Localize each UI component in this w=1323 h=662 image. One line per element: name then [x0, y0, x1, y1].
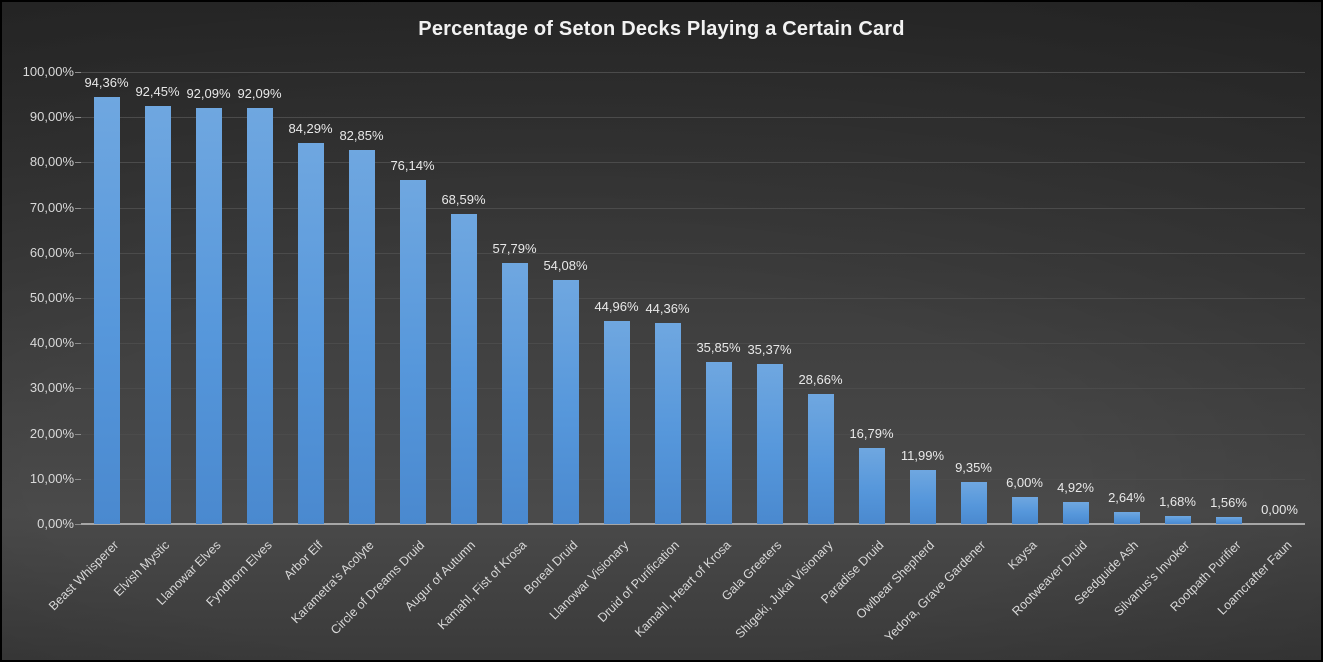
- chart-bar: [399, 179, 426, 524]
- y-axis-tick-mark: [75, 388, 81, 390]
- chart-bar: [654, 323, 681, 524]
- y-gridline: [81, 72, 1305, 73]
- bar-value-label: 4,92%: [1057, 479, 1094, 495]
- chart-bar: [603, 320, 630, 524]
- chart-title: Percentage of Seton Decks Playing a Cert…: [418, 18, 905, 40]
- bar-value-label: 2,64%: [1108, 490, 1145, 506]
- bar-value-label: 82,85%: [339, 127, 384, 143]
- x-axis-category-label: Beast Whisperer: [46, 538, 122, 614]
- y-axis-tick-label: 100,00%: [22, 64, 74, 79]
- x-axis-line: [81, 523, 1305, 525]
- bar-value-label: 1,56%: [1210, 494, 1247, 510]
- chart-bar: [1062, 501, 1089, 524]
- y-axis-tick-label: 90,00%: [29, 109, 74, 125]
- y-gridline: [81, 478, 1305, 480]
- y-axis-tick-label: 50,00%: [29, 290, 74, 305]
- bar-value-label: 35,85%: [696, 339, 741, 355]
- x-axis-category-label: Shigeki, Jukai Visionary: [732, 538, 836, 642]
- x-axis-category-label: Arbor Elf: [281, 538, 326, 583]
- y-axis-tick-label: 30,00%: [29, 380, 74, 396]
- bar-value-label: 35,37%: [747, 342, 792, 358]
- x-axis-category-label: Kamahl, Fist of Krosa: [435, 538, 530, 633]
- bar-value-label: 68,59%: [441, 191, 486, 207]
- chart-bar: [348, 149, 375, 524]
- y-axis-tick-label: 40,00%: [29, 335, 74, 351]
- bar-value-label: 1,68%: [1159, 494, 1196, 510]
- bar-value-label: 44,96%: [594, 298, 639, 314]
- bar-value-label: 92,09%: [186, 85, 231, 101]
- bar-value-label: 44,36%: [645, 301, 690, 317]
- y-gridline: [81, 433, 1305, 435]
- chart-bar: [1011, 496, 1038, 524]
- chart-bar: [1113, 512, 1140, 524]
- y-gridline: [81, 343, 1305, 345]
- x-axis-category-label: Kamahl, Heart of Krosa: [631, 538, 734, 640]
- y-gridline: [81, 388, 1305, 390]
- chart-bar: [144, 106, 171, 524]
- y-axis-tick-mark: [75, 298, 81, 299]
- chart-bar: [909, 469, 936, 524]
- chart-bar: [858, 448, 885, 524]
- x-axis-category-label: Circle of Dreams Druid: [328, 538, 428, 638]
- y-axis-tick-label: 10,00%: [29, 470, 74, 486]
- bar-value-label: 84,29%: [288, 121, 333, 136]
- bar-value-label: 11,99%: [900, 447, 945, 463]
- chart-bar: [195, 107, 222, 524]
- bar-value-label: 0,00%: [1261, 502, 1298, 517]
- bar-value-label: 6,00%: [1006, 474, 1043, 490]
- y-axis-tick-mark: [75, 117, 81, 119]
- y-gridline: [81, 207, 1305, 209]
- chart-bar: [756, 364, 783, 524]
- bar-value-label: 57,79%: [492, 240, 537, 256]
- chart-bar: [960, 481, 987, 524]
- y-axis-tick-label: 70,00%: [29, 199, 74, 215]
- y-gridline: [81, 117, 1305, 119]
- chart-bar: [807, 394, 834, 524]
- y-axis-tick-label: 0,00%: [37, 516, 74, 531]
- y-gridline: [81, 252, 1305, 254]
- y-axis-tick-mark: [75, 433, 81, 435]
- y-axis-tick-mark: [75, 524, 81, 525]
- bar-value-label: 54,08%: [543, 257, 588, 273]
- chart-bar: [1215, 516, 1242, 524]
- chart-bar: [297, 143, 324, 524]
- chart-bar: [705, 361, 732, 524]
- chart-bar: [450, 213, 477, 524]
- y-gridline: [81, 298, 1305, 299]
- bar-value-label: 16,79%: [849, 426, 894, 442]
- chart-bar: [246, 107, 273, 524]
- y-axis-tick-mark: [75, 72, 81, 73]
- y-gridline: [81, 162, 1305, 164]
- x-axis-category-label: Kaysa: [1004, 538, 1040, 573]
- bar-value-label: 92,45%: [135, 84, 180, 100]
- x-axis-category-label: Yedora, Grave Gardener: [882, 538, 989, 645]
- bar-value-label: 76,14%: [390, 157, 435, 173]
- chart-bar: [501, 262, 528, 524]
- y-axis-tick-mark: [75, 207, 81, 209]
- bar-value-label: 94,36%: [84, 75, 129, 91]
- y-axis-tick-label: 80,00%: [29, 154, 74, 170]
- y-axis-tick-label: 60,00%: [29, 244, 74, 260]
- y-axis-tick-mark: [75, 162, 81, 164]
- chart-bar: [93, 97, 120, 524]
- chart-bar: [552, 279, 579, 524]
- bar-value-label: 92,09%: [237, 85, 282, 101]
- bar-value-label: 9,35%: [955, 459, 992, 475]
- y-axis-tick-mark: [75, 343, 81, 345]
- y-axis-tick-label: 20,00%: [29, 425, 74, 441]
- y-axis-tick-mark: [75, 252, 81, 254]
- bar-value-label: 28,66%: [798, 372, 843, 388]
- chart-bar: [1164, 516, 1191, 524]
- y-axis-tick-mark: [75, 478, 81, 480]
